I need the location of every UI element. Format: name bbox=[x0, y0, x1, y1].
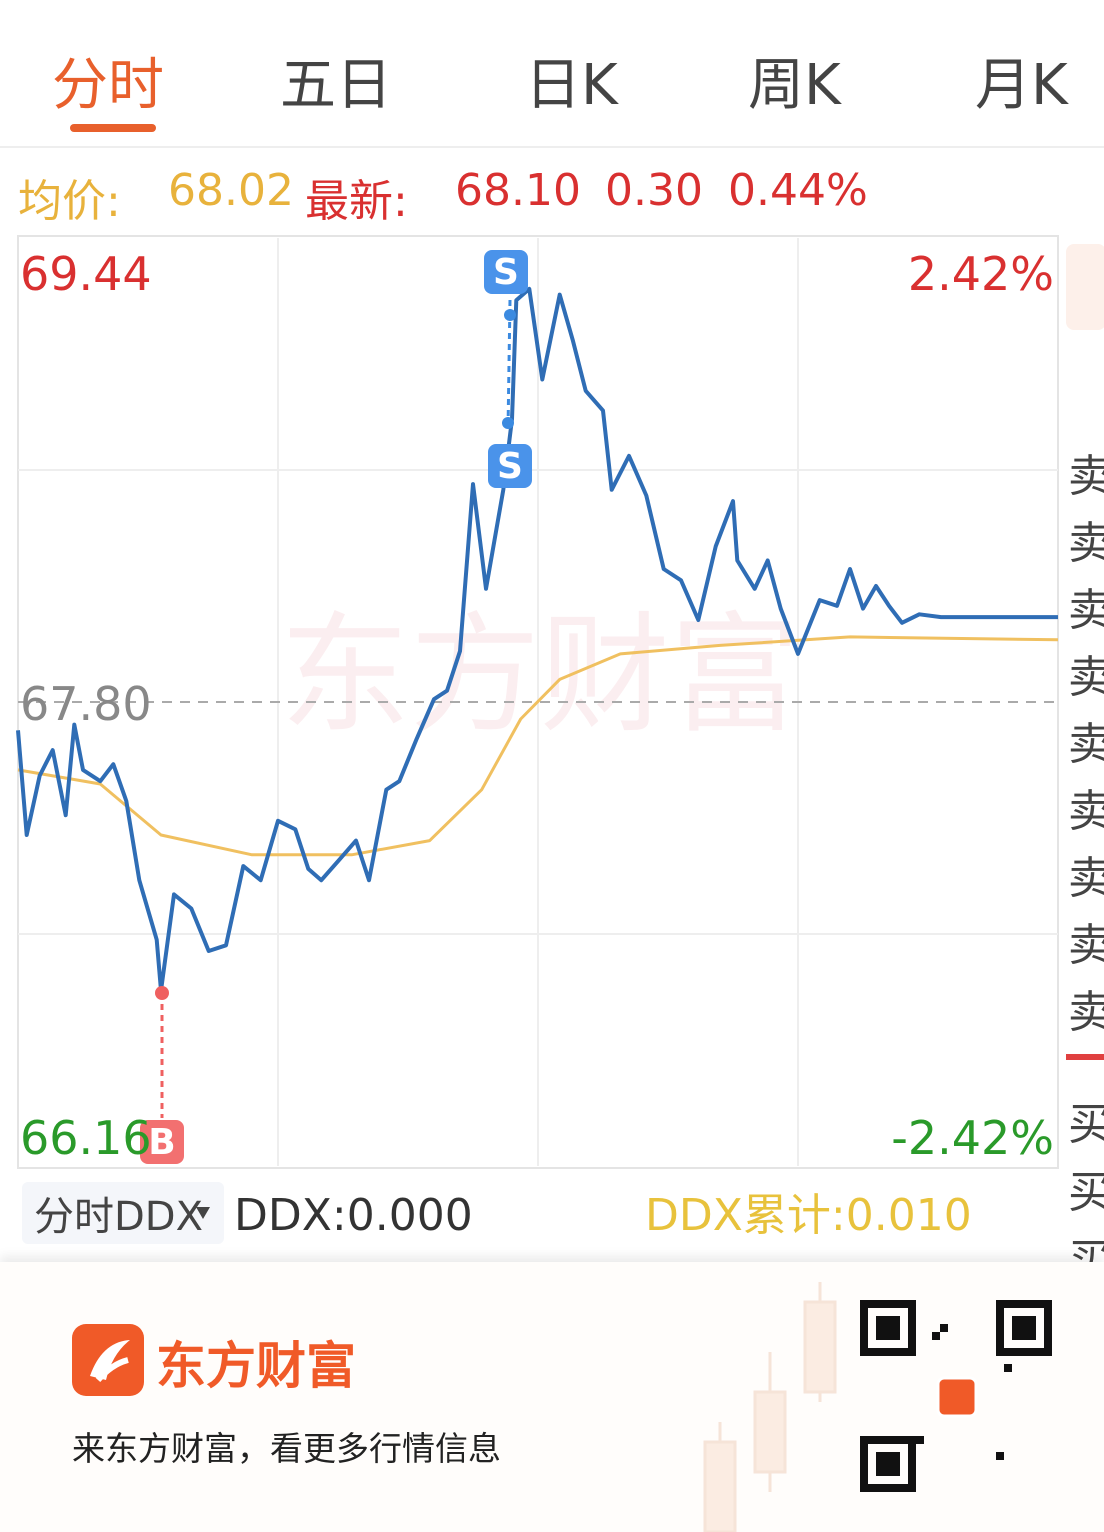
side-label: 卖 bbox=[1068, 786, 1104, 837]
qr-finder bbox=[860, 1300, 916, 1356]
side-label: 卖 bbox=[1068, 451, 1104, 502]
avg-price-line bbox=[17, 635, 1059, 857]
price-line bbox=[16, 286, 1058, 993]
side-label: 卖 bbox=[1068, 853, 1104, 904]
last-label: 最新: bbox=[305, 176, 408, 227]
qr-module bbox=[1004, 1364, 1012, 1372]
trade-markers: S S B bbox=[140, 250, 532, 1164]
qr-finder bbox=[876, 1452, 900, 1476]
side-label: 卖 bbox=[1068, 518, 1104, 569]
dropdown-arrow bbox=[196, 1207, 210, 1219]
side-label: 买 bbox=[1068, 1099, 1104, 1150]
qr-finder bbox=[1012, 1316, 1036, 1340]
y-tick-label: 69.44 bbox=[20, 247, 152, 301]
change-pct: 0.44% bbox=[728, 165, 868, 216]
qr-code bbox=[860, 1300, 1052, 1492]
y-tick-label: 66.16 bbox=[20, 1111, 152, 1165]
logo-icon bbox=[72, 1324, 144, 1396]
qr-module bbox=[932, 1332, 940, 1340]
y2-tick-label: -2.42% bbox=[891, 1111, 1054, 1165]
side-divider bbox=[1066, 1054, 1104, 1060]
tab-bar: 分时 五日 日K 周K 月K bbox=[0, 0, 1104, 148]
tab-indicator bbox=[70, 124, 156, 132]
watermark: 东方财富 bbox=[280, 599, 800, 751]
qr-finder bbox=[876, 1316, 900, 1340]
side-label: 卖 bbox=[1068, 719, 1104, 770]
tab[interactable]: 分时 bbox=[52, 53, 164, 118]
last-price: 68.10 bbox=[455, 165, 581, 216]
qr-module bbox=[996, 1452, 1004, 1460]
footer-decoration bbox=[703, 1282, 837, 1532]
qr-finder bbox=[996, 1300, 1052, 1356]
footer: 东方财富 来东方财富，看更多行情信息 bbox=[0, 1262, 1104, 1532]
ddx-value: DDX:0.000 bbox=[234, 1190, 473, 1241]
ddx-total: DDX累计:0.010 bbox=[645, 1190, 972, 1241]
svg-text:S: S bbox=[493, 252, 519, 293]
qr-module bbox=[916, 1436, 924, 1444]
brand: 东方财富 bbox=[156, 1337, 356, 1395]
y2-tick-label: 2.42% bbox=[908, 247, 1054, 301]
avg-label: 均价: bbox=[18, 176, 121, 227]
qr-finder bbox=[860, 1436, 916, 1492]
side-tab bbox=[1066, 244, 1104, 330]
qr-module bbox=[940, 1324, 948, 1332]
tab[interactable]: 五日 bbox=[280, 53, 392, 118]
y-tick-label: 67.80 bbox=[20, 677, 152, 731]
tab[interactable]: 月K bbox=[975, 53, 1068, 118]
ddx-selector-bg[interactable] bbox=[22, 1182, 224, 1244]
change: 0.30 bbox=[605, 165, 703, 216]
avg-price: 68.02 bbox=[168, 165, 294, 216]
side-label: 卖 bbox=[1068, 987, 1104, 1038]
qr-logo bbox=[936, 1376, 978, 1418]
tab[interactable]: 日K bbox=[525, 53, 618, 118]
slogan: 来东方财富，看更多行情信息 bbox=[72, 1429, 501, 1468]
side-label: 买 bbox=[1068, 1167, 1104, 1218]
svg-text:S: S bbox=[497, 446, 523, 487]
side-label: 卖 bbox=[1068, 652, 1104, 703]
tab[interactable]: 周K bbox=[748, 53, 841, 118]
side-label: 卖 bbox=[1068, 920, 1104, 971]
side-label: 卖 bbox=[1068, 585, 1104, 636]
svg-text:B: B bbox=[148, 1122, 175, 1163]
chart: 东方财富 S S B 分时DDX DDX:0.000 DDX累计:0.010 6… bbox=[16, 235, 1104, 1244]
ddx-selector[interactable]: 分时DDX bbox=[34, 1194, 203, 1240]
